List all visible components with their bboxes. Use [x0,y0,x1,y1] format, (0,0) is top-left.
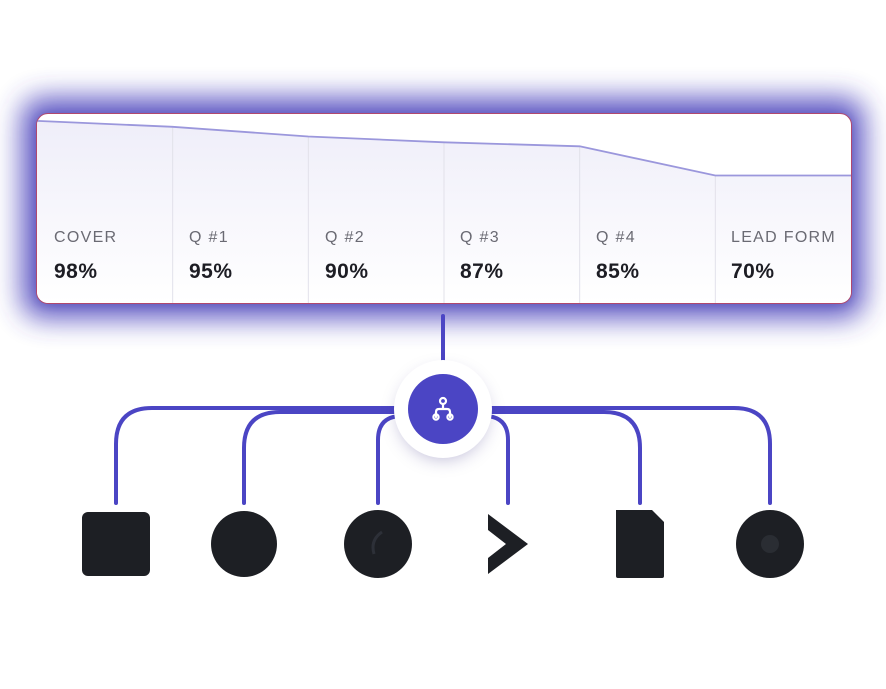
step-label: Q #1 [189,229,229,246]
funnel-step-cover[interactable]: COVER 98% [37,114,172,303]
branch-icon [432,396,454,421]
globe-icon[interactable] [208,508,280,580]
sync-icon[interactable] [342,508,414,580]
funnel-step-q1[interactable]: Q #1 95% [172,114,307,303]
step-value: 98% [54,260,98,283]
chevron-icon[interactable] [472,508,544,580]
funnel-card: COVER 98% Q #1 95% Q #2 90% Q #3 87% Q #… [36,113,852,304]
series-line [37,120,851,177]
table-icon[interactable] [80,508,152,580]
hub-core [408,374,478,444]
branch-line-1 [114,406,402,505]
step-value: 70% [731,260,775,283]
step-label: Q #2 [325,229,365,246]
step-value: 95% [189,260,233,283]
circle-icon[interactable] [734,508,806,580]
step-value: 90% [325,260,369,283]
branch-line-5 [484,410,642,505]
step-value: 87% [460,260,504,283]
step-label: COVER [54,229,118,246]
branch-line-2 [242,410,402,505]
dropoff-chart [37,120,851,303]
branch-line-4 [482,414,510,505]
funnel-step-q3[interactable]: Q #3 87% [443,114,578,303]
branch-line-3 [376,414,404,505]
funnel-step-lead-form[interactable]: LEAD FORM 70% [714,114,849,303]
document-icon[interactable] [604,508,676,580]
funnel-step-q2[interactable]: Q #2 90% [308,114,443,303]
step-value: 85% [596,260,640,283]
step-label: LEAD FORM [731,229,837,246]
funnel-step-q4[interactable]: Q #4 85% [579,114,714,303]
step-label: Q #4 [596,229,636,246]
branch-line-6 [484,406,772,505]
routing-hub[interactable] [400,366,486,452]
step-label: Q #3 [460,229,500,246]
